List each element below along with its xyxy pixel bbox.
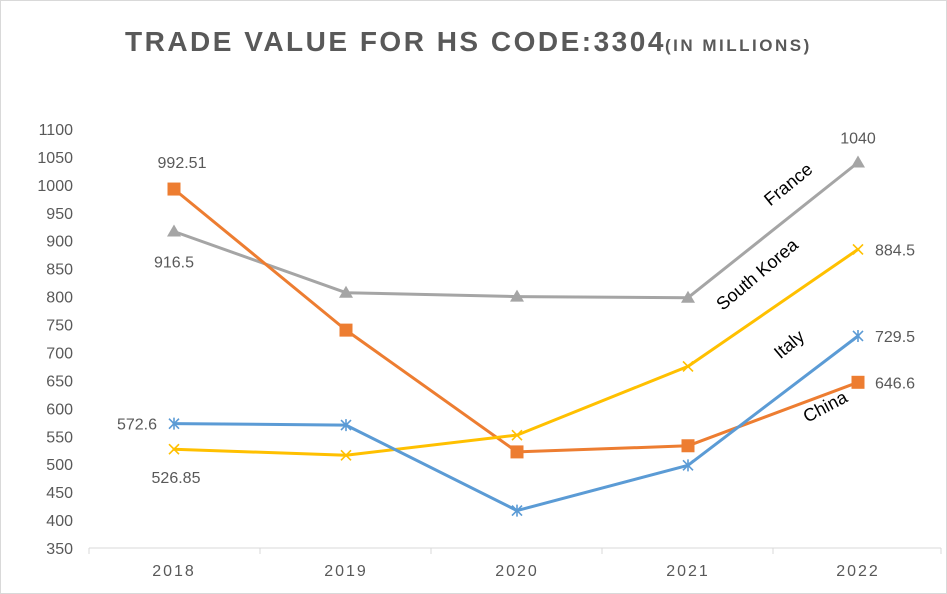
y-tick-label: 650 (46, 373, 73, 390)
y-tick-label: 550 (46, 429, 73, 446)
data-point-marker (340, 449, 352, 461)
y-axis: 350 400 450 500 550 600 650 700 750 800 850 900 950 1… (37, 122, 73, 558)
data-point-marker (682, 459, 694, 472)
y-tick-label: 900 (46, 234, 73, 251)
data-point-marker (339, 285, 353, 298)
data-label: 729.5 (875, 329, 915, 346)
y-tick-label: 850 (46, 262, 73, 279)
data-point-marker (510, 445, 524, 459)
y-tick-label: 450 (46, 485, 73, 502)
chart-title: TRADE VALUE FOR HS CODE:3304 (125, 26, 666, 57)
data-point-marker (851, 375, 865, 389)
y-tick-label: 750 (46, 318, 73, 335)
data-label: 526.85 (152, 470, 201, 487)
y-tick-label: 400 (46, 513, 73, 530)
series-name-annotation: Italy (770, 326, 808, 363)
series-south-korea (168, 243, 864, 461)
x-tick-label: 2021 (666, 563, 710, 580)
series-china (167, 182, 865, 459)
data-point-marker (681, 439, 695, 453)
x-tick-label: 2022 (836, 563, 880, 580)
series-name-annotation: China (800, 386, 852, 426)
series-france (167, 155, 865, 303)
chart-subtitle: (IN MILLIONS) (665, 36, 812, 55)
y-tick-label: 950 (46, 206, 73, 223)
data-labels: 916.5 1040 992.51 646.6 526.85 884.5 572.6 729.… (117, 131, 915, 488)
y-tick-label: 1100 (39, 122, 74, 139)
series-italy (168, 329, 864, 517)
data-point-marker (510, 289, 524, 302)
x-tick-label: 2020 (495, 563, 539, 580)
series-name-annotation: South Korea (712, 234, 802, 314)
data-point-marker (167, 182, 181, 196)
data-point-marker (682, 360, 694, 372)
data-label: 992.51 (158, 155, 207, 172)
data-point-marker (511, 429, 523, 441)
data-label: 884.5 (875, 242, 915, 259)
y-tick-label: 800 (46, 290, 73, 307)
data-label: 646.6 (875, 375, 915, 392)
x-tick-label: 2018 (152, 563, 196, 580)
data-point-marker (681, 290, 695, 303)
y-tick-label: 350 (46, 541, 73, 558)
y-tick-label: 600 (46, 401, 73, 418)
y-tick-label: 1050 (37, 150, 73, 167)
data-point-marker (852, 243, 864, 255)
data-label: 1040 (840, 131, 876, 148)
x-axis: 2018 2019 2020 2021 2022 (88, 547, 942, 580)
x-tick-label: 2019 (324, 563, 368, 580)
data-point-marker (168, 417, 180, 430)
data-label: 916.5 (154, 255, 194, 272)
data-point-marker (167, 224, 181, 237)
data-point-marker (168, 443, 180, 455)
y-tick-label: 700 (46, 345, 73, 362)
y-tick-label: 500 (46, 457, 73, 474)
data-point-marker (852, 329, 864, 342)
data-point-marker (511, 504, 523, 517)
series-line-italy (172, 334, 860, 513)
data-point-marker (339, 323, 353, 337)
series-group (167, 155, 865, 517)
data-point-marker (340, 419, 352, 432)
y-tick-label: 1000 (37, 178, 73, 195)
data-label: 572.6 (117, 417, 157, 434)
data-point-marker (851, 155, 865, 168)
